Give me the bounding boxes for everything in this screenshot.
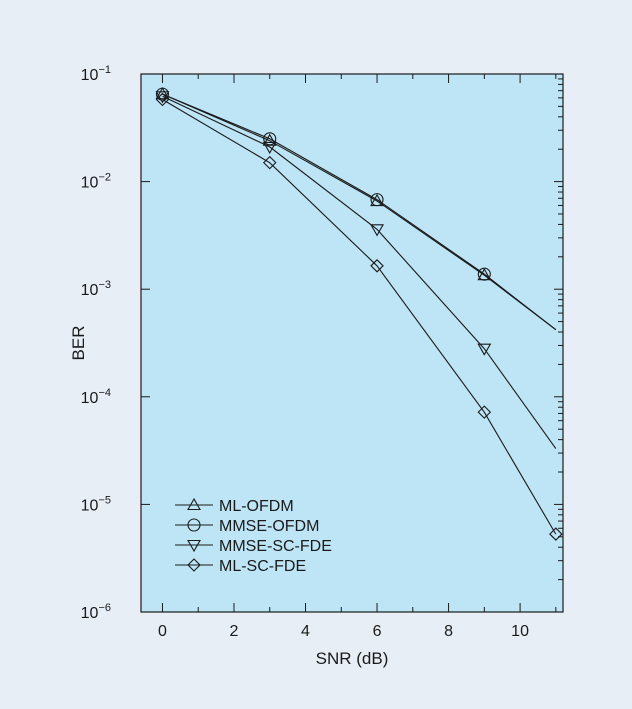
y-tick-label: 10−1 xyxy=(81,64,111,84)
y-tick-label: 10−6 xyxy=(81,602,111,622)
diamond-marker xyxy=(187,558,201,572)
y-tick-label: 10−2 xyxy=(81,172,111,192)
y-tick-label: 10−3 xyxy=(81,279,111,299)
x-tick-label: 4 xyxy=(301,623,310,640)
x-tick-label: 2 xyxy=(230,623,239,640)
x-tick-label: 0 xyxy=(158,623,167,640)
series-line xyxy=(162,93,557,331)
legend: ML-OFDM MMSE-OFDM MMSE-SC-FDE ML-SC-FDE xyxy=(175,497,332,575)
legend-label: ML-OFDM xyxy=(219,498,294,515)
series-line xyxy=(162,93,557,331)
triangle-down-marker xyxy=(187,539,201,553)
circle-marker xyxy=(477,267,491,281)
series-markers xyxy=(155,87,563,541)
x-tick-label: 10 xyxy=(511,623,529,640)
diamond-marker xyxy=(477,405,492,419)
diamond-marker xyxy=(549,527,563,541)
y-tick-labels: 10−1 10−2 10−3 10−4 10−5 10−6 xyxy=(81,64,111,622)
triangle-up-marker xyxy=(155,87,170,100)
triangle-up-marker xyxy=(187,497,201,511)
legend-label: MMSE-OFDM xyxy=(219,518,319,535)
triangle-down-marker xyxy=(370,224,384,237)
circle-marker xyxy=(263,132,277,146)
triangle-down-marker xyxy=(477,343,492,356)
diamond-marker xyxy=(370,259,384,273)
diamond-marker xyxy=(262,155,277,170)
y-tick-label: 10−4 xyxy=(81,387,111,407)
legend-label: ML-SC-FDE xyxy=(219,558,306,575)
y-tick-label: 10−5 xyxy=(81,494,111,514)
series-lines xyxy=(162,93,557,535)
legend-label: MMSE-SC-FDE xyxy=(219,538,332,555)
series-line xyxy=(162,95,557,449)
axis-ticks xyxy=(141,73,563,613)
x-tick-label: 6 xyxy=(373,623,382,640)
x-tick-labels: 0 2 4 6 8 10 xyxy=(158,623,529,640)
plot-area xyxy=(140,73,564,613)
x-axis-label: SNR (dB) xyxy=(316,649,389,668)
x-tick-label: 8 xyxy=(444,623,453,640)
diamond-marker xyxy=(155,92,170,107)
circle-marker xyxy=(370,193,384,207)
circle-marker xyxy=(155,87,170,101)
circle-marker xyxy=(187,518,201,532)
series-line xyxy=(162,99,557,535)
y-axis-label: BER xyxy=(69,326,88,361)
triangle-down-marker xyxy=(262,141,277,155)
